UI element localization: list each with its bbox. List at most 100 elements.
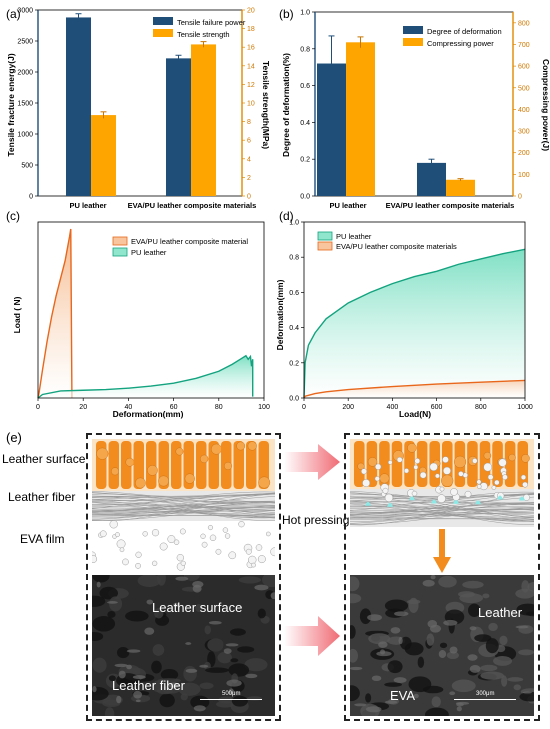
sem-highlight xyxy=(455,701,470,705)
sem-texture xyxy=(154,607,164,619)
fiber-strand xyxy=(350,502,534,515)
scale-bar-left xyxy=(200,699,262,700)
eva-particle xyxy=(209,534,217,542)
eva-particle xyxy=(384,493,394,503)
eva-particle xyxy=(173,539,180,545)
leather-surface-illustration xyxy=(92,439,275,491)
fiber-strand xyxy=(350,508,534,513)
surface-pore xyxy=(357,462,365,470)
eva-particle xyxy=(248,555,257,565)
eva-particle xyxy=(450,488,458,496)
schematic-panel: (e) Leather surface Leather fiber EVA fi… xyxy=(0,428,550,729)
fiber-strand xyxy=(350,498,534,518)
area-eva-pu-leather-composite-materials xyxy=(304,380,525,398)
eva-particle xyxy=(228,551,237,560)
surface-pore xyxy=(236,441,246,451)
eva-particle xyxy=(487,474,494,481)
sem-texture xyxy=(468,603,481,617)
y-tick-label: 0.6 xyxy=(289,290,299,297)
eva-particle xyxy=(245,548,252,555)
sem-texture xyxy=(108,675,116,682)
bar-degree-of-deformation xyxy=(417,162,446,196)
y-axis-label-b: Degree of deformation(%) xyxy=(281,53,291,157)
legend-swatch-deformation xyxy=(403,26,423,34)
sem-texture xyxy=(350,685,360,702)
fiber-strand xyxy=(92,502,275,519)
scale-text-right: 300μm xyxy=(476,691,495,697)
eva-particle xyxy=(270,547,275,557)
surface-pore xyxy=(258,476,271,489)
fiber-strand xyxy=(92,493,275,500)
x-tick-label: 20 xyxy=(79,404,87,411)
sem-highlight xyxy=(469,664,481,673)
y2-tick-label: 2 xyxy=(247,175,251,182)
surface-pore xyxy=(521,454,530,463)
eva-particle xyxy=(403,468,410,474)
sem-texture xyxy=(157,678,181,683)
y2-tick-label: 0 xyxy=(518,194,522,201)
eva-particle xyxy=(159,542,168,551)
x-tick-label: 80 xyxy=(215,404,223,411)
sem-texture xyxy=(92,631,104,642)
after-pressing-box: Leather EVA 300μm xyxy=(344,433,540,721)
y-tick-label: 0.6 xyxy=(300,83,310,90)
eva-particle xyxy=(483,462,493,472)
melted-eva-drop xyxy=(365,501,371,506)
y-tick-label: 0.2 xyxy=(300,157,310,164)
fiber-strand xyxy=(350,513,534,516)
sem-texture xyxy=(438,575,457,588)
sem-texture xyxy=(159,693,175,708)
sem-texture xyxy=(408,676,432,693)
eva-particle xyxy=(179,528,186,535)
fiber-strand xyxy=(92,515,275,517)
sem-texture xyxy=(238,576,262,584)
label-eva-film: EVA film xyxy=(20,532,65,546)
sem-texture xyxy=(230,658,239,663)
eva-particle xyxy=(434,473,440,479)
line-pu-leather xyxy=(37,354,254,399)
fiber-strand xyxy=(92,491,275,509)
legend-swatch-pu xyxy=(112,247,128,257)
eva-particle xyxy=(92,555,98,564)
line-eva-pu-leather-composite-materials xyxy=(303,379,526,399)
x-axis-label-c: Deformation(mm) xyxy=(113,409,184,419)
sem-texture xyxy=(365,693,372,703)
sem-highlight xyxy=(449,646,458,654)
legend-label-composite: EVA/PU leather composite material xyxy=(131,237,248,246)
sem-texture xyxy=(459,593,484,604)
eva-particle xyxy=(122,558,129,566)
legend-swatch-compressing-power xyxy=(403,38,423,46)
sem-texture xyxy=(262,575,275,588)
eva-particle xyxy=(255,544,263,551)
melted-eva-drop xyxy=(409,496,415,501)
sem-highlight xyxy=(193,705,206,712)
y2-tick-label: 700 xyxy=(518,42,530,49)
melted-eva-drop xyxy=(519,496,525,501)
sem-texture xyxy=(195,604,203,613)
eva-particle xyxy=(439,486,445,492)
sem-texture xyxy=(384,599,409,612)
sem-texture xyxy=(519,691,534,702)
sem-highlight xyxy=(192,584,202,593)
eva-particle xyxy=(224,533,231,539)
fiber-strand xyxy=(92,509,275,516)
legend-label-deformation: Degree of deformation xyxy=(427,27,502,36)
x-tick-label: 40 xyxy=(125,404,133,411)
eva-particle xyxy=(109,521,118,529)
sem-highlight xyxy=(429,624,442,633)
eva-particle xyxy=(119,547,125,553)
category-label-a-0: PU leather xyxy=(69,201,106,210)
fiber-strand xyxy=(92,505,275,521)
eva-particle xyxy=(222,527,229,533)
bar-tensile-failure-power xyxy=(166,58,191,196)
sem-label-leather-fiber: Leather fiber xyxy=(112,678,185,693)
fiber-strand xyxy=(92,495,275,517)
x-tick-label: 400 xyxy=(387,404,399,411)
sem-texture xyxy=(99,586,118,600)
sem-highlight xyxy=(126,649,141,653)
panel-letter-e: (e) xyxy=(6,430,22,445)
fiber-strand xyxy=(350,500,534,525)
pressed-surface-illustration xyxy=(350,439,534,527)
sem-texture xyxy=(216,700,235,708)
sem-texture xyxy=(513,684,522,691)
